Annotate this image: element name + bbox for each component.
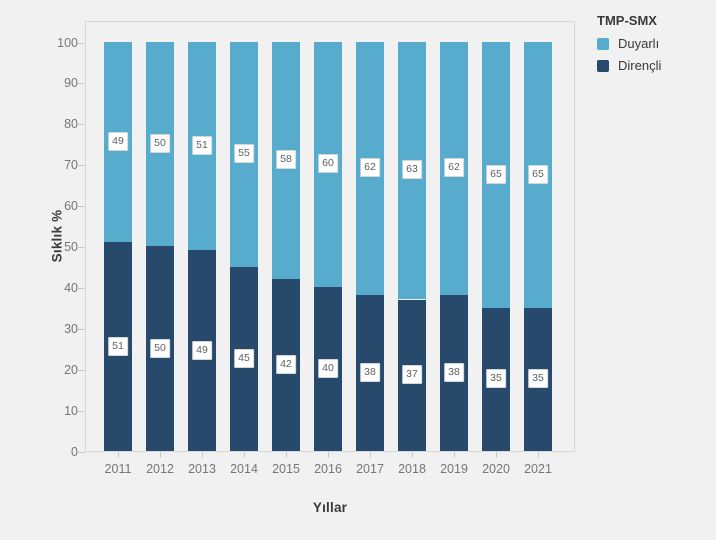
bar-2020[interactable]: 65 35 [482,42,510,452]
bar-2018[interactable]: 63 37 [398,42,426,452]
bar-2017[interactable]: 62 38 [356,42,384,452]
bar-value-label: 60 [318,154,338,173]
y-tick-mark [78,43,85,44]
x-tick-mark [538,452,539,458]
x-tick-mark [286,452,287,458]
x-axis-title: Yıllar [313,500,347,515]
y-tick-label: 10 [8,403,78,419]
legend-item-duyarli[interactable]: Duyarlı [597,36,661,51]
x-tick-mark [244,452,245,458]
y-tick-label: 50 [8,239,78,255]
y-tick-mark [78,206,85,207]
y-tick-mark [78,288,85,289]
y-tick-label: 80 [8,116,78,132]
bar-2014[interactable]: 55 45 [230,42,258,452]
y-tick-mark [78,329,85,330]
y-tick-mark [78,165,85,166]
bar-value-label: 50 [150,339,170,358]
plot-area: 49 51 50 50 51 49 55 45 58 42 60 40 62 38 63 37 62 38 65 35… [85,21,575,452]
y-tick-label: 0 [8,444,78,460]
bar-value-label: 38 [444,363,464,382]
x-tick-mark [202,452,203,458]
bar-2013[interactable]: 51 49 [188,42,216,452]
x-tick-mark [496,452,497,458]
x-tick-label: 2014 [222,462,266,476]
x-tick-label: 2021 [516,462,560,476]
bar-value-label: 35 [486,369,506,388]
y-tick-label: 90 [8,75,78,91]
y-tick-label: 30 [8,321,78,337]
x-tick-mark [328,452,329,458]
bar-value-label: 58 [276,150,296,169]
bar-value-label: 49 [108,132,128,151]
stacked-bar-chart: TMP-SMX Duyarlı Dirençli Sıklık % 495150… [0,0,716,540]
legend-item-direncli[interactable]: Dirençli [597,58,661,73]
bars-layer: 49 51 50 50 51 49 55 45 58 42 60 40 62 38 63 37 62 38 65 35… [86,42,574,452]
direncli-swatch-icon [597,60,609,72]
y-tick-label: 40 [8,280,78,296]
bar-2015[interactable]: 58 42 [272,42,300,452]
x-tick-label: 2013 [180,462,224,476]
x-tick-label: 2015 [264,462,308,476]
bar-2019[interactable]: 62 38 [440,42,468,452]
x-tick-mark [412,452,413,458]
bar-2012[interactable]: 50 50 [146,42,174,452]
legend-title: TMP-SMX [597,13,661,28]
y-tick-mark [78,124,85,125]
legend-item-label: Dirençli [618,58,661,73]
x-tick-mark [118,452,119,458]
bar-value-label: 62 [360,158,380,177]
y-tick-mark [78,83,85,84]
y-tick-mark [78,370,85,371]
bar-2021[interactable]: 65 35 [524,42,552,452]
bar-value-label: 62 [444,158,464,177]
x-tick-mark [160,452,161,458]
x-tick-mark [454,452,455,458]
x-tick-label: 2018 [390,462,434,476]
y-tick-mark [78,247,85,248]
bar-value-label: 55 [234,144,254,163]
bar-value-label: 35 [528,369,548,388]
y-tick-label: 20 [8,362,78,378]
x-tick-label: 2019 [432,462,476,476]
bar-value-label: 45 [234,349,254,368]
cropped-text-fragment [337,532,363,536]
bar-value-label: 49 [192,341,212,360]
legend: TMP-SMX Duyarlı Dirençli [597,13,661,80]
bar-value-label: 63 [402,160,422,179]
bar-value-label: 65 [486,165,506,184]
bar-value-label: 40 [318,359,338,378]
bar-2016[interactable]: 60 40 [314,42,342,452]
bar-value-label: 37 [402,365,422,384]
duyarli-swatch-icon [597,38,609,50]
x-tick-label: 2020 [474,462,518,476]
legend-item-label: Duyarlı [618,36,659,51]
y-tick-label: 100 [8,35,78,51]
y-tick-label: 60 [8,198,78,214]
x-tick-label: 2017 [348,462,392,476]
bar-value-label: 42 [276,355,296,374]
bar-value-label: 38 [360,363,380,382]
x-tick-label: 2012 [138,462,182,476]
y-tick-mark [78,411,85,412]
y-tick-mark [78,452,85,453]
bar-2011[interactable]: 49 51 [104,42,132,452]
x-tick-label: 2011 [96,462,140,476]
bar-value-label: 50 [150,134,170,153]
bar-value-label: 51 [192,136,212,155]
bar-value-label: 65 [528,165,548,184]
bar-value-label: 51 [108,337,128,356]
x-tick-label: 2016 [306,462,350,476]
y-tick-label: 70 [8,157,78,173]
x-tick-mark [370,452,371,458]
